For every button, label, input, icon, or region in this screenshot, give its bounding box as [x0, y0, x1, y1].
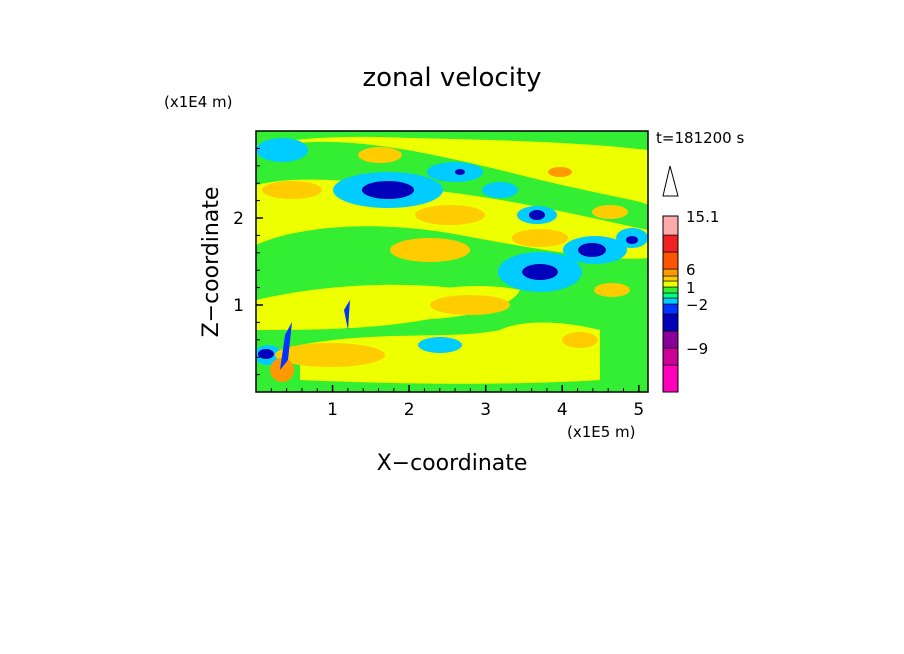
colorbar-swatch: [662, 330, 679, 349]
contour-core: [578, 243, 606, 257]
contour-core: [344, 300, 350, 330]
contour-patch: [482, 182, 518, 198]
contour-band: [256, 141, 648, 230]
contour-band: [300, 322, 600, 384]
contour-core: [362, 181, 414, 199]
x-tick-label: 1: [327, 400, 338, 420]
contour-core: [626, 236, 638, 244]
x-tick-label: 5: [633, 400, 644, 420]
x-tick-label: 3: [480, 400, 491, 420]
colorbar-swatch: [662, 313, 679, 332]
contour-core: [455, 169, 465, 175]
x-tick-label: 2: [404, 400, 415, 420]
colorbar: 15.1 61−2 −9: [662, 165, 719, 393]
colorbar-swatch: [662, 215, 679, 236]
contour-patch: [270, 358, 294, 382]
plot-area: [255, 130, 649, 393]
colorbar-swatch: [662, 280, 679, 288]
colorbar-arrow: [662, 165, 679, 197]
colorbar-label: −9: [686, 340, 708, 358]
contour-core: [522, 264, 558, 280]
colorbar-swatch: [662, 251, 679, 270]
colorbar-label: 6: [686, 261, 696, 279]
contour-patch: [594, 283, 630, 297]
colorbar-swatch: [662, 297, 679, 305]
contour-patch: [415, 205, 485, 225]
contour-patch: [562, 332, 598, 348]
plot-frame: [255, 130, 649, 393]
contour-core: [280, 322, 292, 370]
time-label: t=181200 s: [656, 129, 744, 147]
contour-core: [529, 210, 545, 220]
contour-patch: [390, 238, 470, 262]
contour-patch: [418, 337, 462, 353]
colorbar-frame: [662, 215, 679, 393]
colorbar-label: −2: [686, 296, 708, 314]
colorbar-swatch: [662, 234, 679, 253]
y-unit-label: (x1E4 m): [164, 93, 233, 111]
contour-patch: [256, 138, 308, 162]
contour-patch: [262, 181, 322, 199]
x-axis: 1 2 3 4 5: [270, 385, 644, 420]
colorbar-swatch: [662, 347, 679, 366]
contour-patch: [592, 205, 628, 219]
contour-patch: [512, 229, 568, 247]
colorbar-swatch: [662, 286, 679, 294]
y-tick-label: 2: [233, 209, 244, 229]
y-axis: 12: [233, 147, 263, 376]
chart-title: zonal velocity: [362, 63, 541, 93]
colorbar-swatch: [662, 292, 679, 299]
colorbar-label: 1: [686, 279, 696, 297]
colorbar-swatch: [662, 268, 679, 277]
contour-patch: [548, 167, 572, 177]
colorbar-swatch: [662, 303, 679, 315]
colorbar-swatch: [662, 275, 679, 282]
contour-patch: [358, 147, 402, 163]
y-axis-label: Z−coordinate: [199, 187, 224, 338]
y-tick-label: 1: [233, 296, 244, 316]
contour-band: [256, 131, 648, 150]
x-tick-label: 4: [557, 400, 568, 420]
colorbar-swatch: [662, 364, 679, 393]
contour-patch: [275, 343, 385, 367]
contour-core: [258, 349, 274, 359]
colorbar-label: 15.1: [686, 208, 719, 226]
x-axis-label: X−coordinate: [377, 451, 528, 476]
x-unit-label: (x1E5 m): [567, 423, 636, 441]
contour-patch: [430, 295, 510, 315]
